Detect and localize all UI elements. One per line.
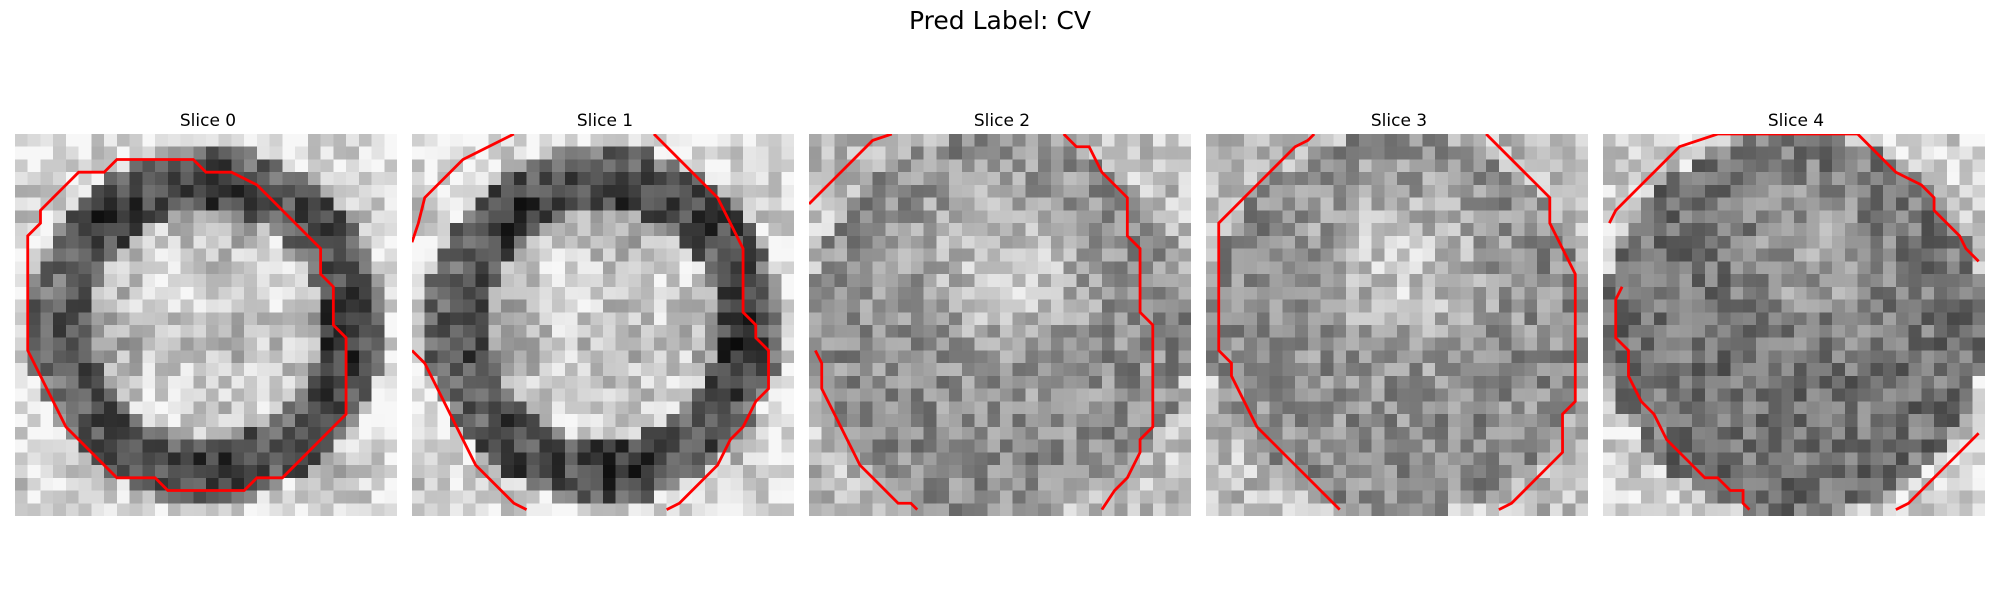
figure-title: Pred Label: CV xyxy=(909,6,1091,35)
slice-title-0: Slice 0 xyxy=(179,111,237,131)
contour-line xyxy=(809,134,893,206)
contour-line xyxy=(1895,432,1980,511)
slice-panel-0: Slice 0 xyxy=(15,108,401,516)
slice-title-2: Slice 2 xyxy=(973,111,1031,131)
contour-line xyxy=(1217,134,1341,511)
slice-image-4 xyxy=(1603,134,1985,516)
slice-panel-1: Slice 1 xyxy=(412,108,798,516)
contour-line xyxy=(652,134,770,511)
contour-line xyxy=(1485,134,1577,511)
slice-image-3 xyxy=(1206,134,1588,516)
slice-panel-4: Slice 4 xyxy=(1603,108,1989,516)
contour-line xyxy=(26,158,348,492)
contour-line xyxy=(1062,134,1155,511)
slice-image-1 xyxy=(412,134,794,516)
slice-image-2 xyxy=(809,134,1191,516)
slice-panel-2: Slice 2 xyxy=(809,108,1195,516)
contour-line xyxy=(412,134,515,243)
contour-line xyxy=(1608,134,1980,263)
contour-line xyxy=(412,349,528,511)
slice-panel-3: Slice 3 xyxy=(1206,108,1592,516)
slice-image-0 xyxy=(15,134,397,516)
slice-title-1: Slice 1 xyxy=(576,111,634,131)
contour-line xyxy=(814,349,919,511)
contour-line xyxy=(1614,286,1751,511)
slice-title-3: Slice 3 xyxy=(1370,111,1428,131)
slice-title-4: Slice 4 xyxy=(1767,111,1825,131)
